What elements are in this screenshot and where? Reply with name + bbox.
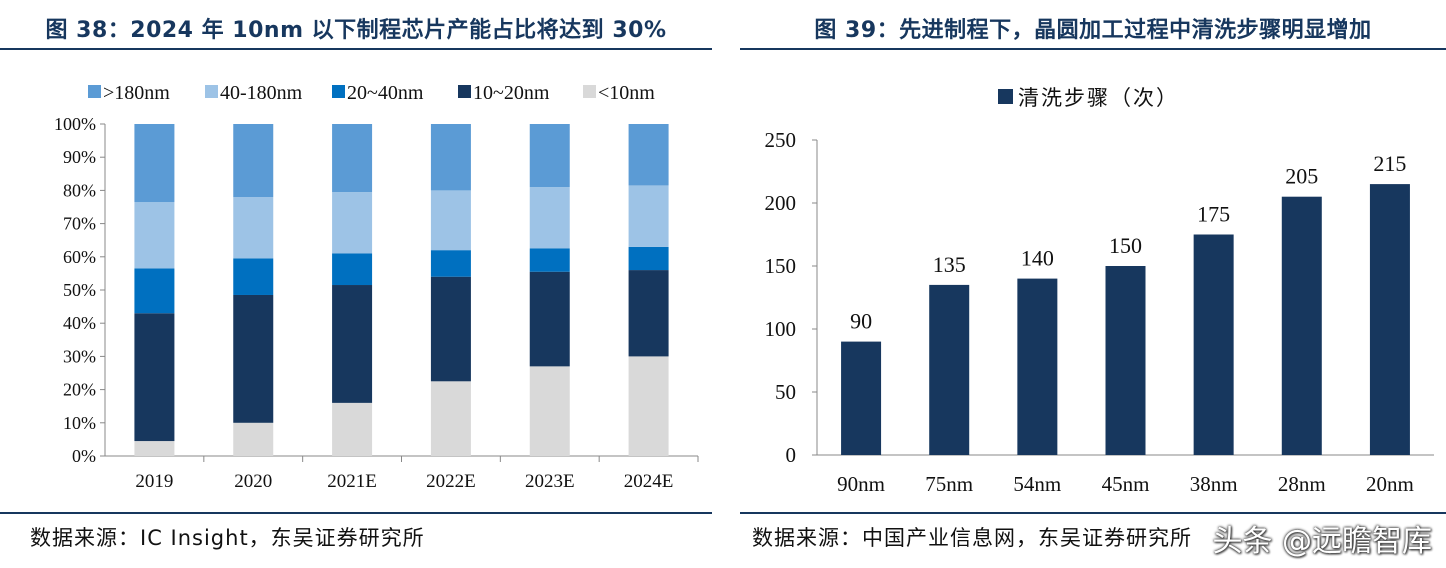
left-x-tick-label: 2021E xyxy=(327,471,377,492)
left-bar-segment-2024E xyxy=(628,246,669,271)
left-stacked-bar-chart: 0% 10% 20% 30% 40% 50% 60% 70% 80% 90% 100% 2019 202… xyxy=(54,82,699,492)
right-x-tick-label: 20nm xyxy=(1366,472,1414,496)
left-bar-segment-2022E xyxy=(430,190,471,251)
right-data-label: 90 xyxy=(850,309,872,334)
left-bar-segment-2024E xyxy=(628,124,669,186)
left-legend-swatch xyxy=(583,85,596,98)
right-bar-90nm xyxy=(841,341,882,455)
left-bar-segment-2020 xyxy=(233,124,274,198)
left-y-tick-label: 80% xyxy=(63,180,96,200)
left-x-tick-label: 2022E xyxy=(426,471,476,492)
right-bar-chart: 0 50 100 150 200 250 90 90nm 135 75nm 140 54nm 150 45… xyxy=(765,86,1434,496)
left-x-tick-label: 2019 xyxy=(135,471,173,492)
right-figure-panel: 图 39：先进制程下，晶圆加工过程中清洗步骤明显增加 0 50 100 150 200 2… xyxy=(740,0,1446,568)
left-bar-segment-2023E xyxy=(529,366,570,456)
left-legend-label: 20~40nm xyxy=(347,82,424,104)
left-bar-segment-2022E xyxy=(430,124,471,191)
left-y-tick-label: 40% xyxy=(63,313,96,333)
right-bar-20nm xyxy=(1369,184,1410,455)
right-bar-38nm xyxy=(1193,234,1234,455)
right-figure-title: 图 39：先进制程下，晶圆加工过程中清洗步骤明显增加 xyxy=(814,18,1372,43)
left-bar-segment-2023E xyxy=(529,124,570,188)
right-x-tick-label: 38nm xyxy=(1190,472,1238,496)
left-y-tick-label: 30% xyxy=(63,346,96,366)
left-bar-segment-2021E xyxy=(332,253,373,286)
left-title-rule xyxy=(0,48,712,50)
left-legend-label: <10nm xyxy=(598,82,655,104)
left-bar-segment-2019 xyxy=(134,313,175,442)
left-figure-panel: 图 38：2024 年 10nm 以下制程芯片产能占比将达到 30% 0% 10%… xyxy=(0,0,712,568)
left-y-tick-label: 20% xyxy=(63,380,96,400)
right-data-label: 135 xyxy=(933,252,966,277)
left-bar-segment-2019 xyxy=(134,202,175,269)
watermark: 头条 @远瞻智库 xyxy=(1212,524,1432,559)
left-bar-segment-2023E xyxy=(529,271,570,367)
left-legend-swatch xyxy=(205,85,218,98)
right-x-tick-label: 45nm xyxy=(1102,472,1150,496)
right-y-tick-label: 200 xyxy=(765,191,797,215)
right-bar-28nm xyxy=(1281,196,1322,455)
right-legend-label: 清洗步骤（次） xyxy=(1018,86,1179,110)
left-y-tick-label: 90% xyxy=(63,147,96,167)
right-x-tick-label: 28nm xyxy=(1278,472,1326,496)
right-title-rule xyxy=(740,48,1446,50)
left-bar-segment-2022E xyxy=(430,276,471,382)
left-bar-segment-2019 xyxy=(134,268,175,314)
left-y-tick-label: 100% xyxy=(54,114,96,134)
right-x-tick-label: 90nm xyxy=(837,472,885,496)
left-legend-label: 10~20nm xyxy=(473,82,550,104)
right-x-tick-label: 54nm xyxy=(1013,472,1061,496)
left-bar-segment-2020 xyxy=(233,258,274,295)
left-y-tick-label: 60% xyxy=(63,247,96,267)
left-legend-swatch xyxy=(88,85,101,98)
left-x-tick-label: 2020 xyxy=(234,471,272,492)
left-bar-segment-2021E xyxy=(332,285,373,403)
left-legend-label: 40-180nm xyxy=(220,82,303,104)
left-bar-segment-2024E xyxy=(628,356,669,456)
left-bar-segment-2024E xyxy=(628,270,669,357)
right-data-label: 205 xyxy=(1285,164,1318,189)
right-source-note: 数据来源：中国产业信息网，东吴证券研究所 xyxy=(752,526,1192,550)
left-bar-segment-2021E xyxy=(332,192,373,254)
left-y-tick-label: 10% xyxy=(63,413,96,433)
left-bar-segment-2020 xyxy=(233,294,274,423)
left-legend-label: >180nm xyxy=(103,82,170,104)
left-bar-segment-2019 xyxy=(134,441,175,456)
right-y-tick-label: 150 xyxy=(765,254,797,278)
left-legend-swatch xyxy=(458,85,471,98)
right-y-tick-label: 0 xyxy=(786,443,797,467)
right-y-tick-label: 50 xyxy=(775,380,796,404)
left-bar-segment-2021E xyxy=(332,402,373,456)
right-data-label: 215 xyxy=(1373,151,1406,176)
left-bar-segment-2022E xyxy=(430,250,471,277)
right-x-tick-label: 75nm xyxy=(925,472,973,496)
left-x-tick-label: 2023E xyxy=(525,471,575,492)
left-bar-segment-2023E xyxy=(529,187,570,249)
left-bar-segment-2019 xyxy=(134,124,175,203)
left-bar-segment-2024E xyxy=(628,185,669,247)
right-data-label: 150 xyxy=(1109,233,1142,258)
right-source-rule xyxy=(740,512,1446,514)
right-y-tick-label: 100 xyxy=(765,317,797,341)
left-bar-segment-2023E xyxy=(529,248,570,272)
left-y-tick-label: 50% xyxy=(63,280,96,300)
left-y-tick-label: 0% xyxy=(72,446,96,466)
right-bar-75nm xyxy=(929,284,970,455)
left-bar-segment-2022E xyxy=(430,381,471,456)
left-source-rule xyxy=(0,512,712,514)
left-bar-segment-2021E xyxy=(332,124,373,193)
right-y-tick-label: 250 xyxy=(765,128,797,152)
left-source-note: 数据来源：IC Insight，东吴证券研究所 xyxy=(30,526,425,550)
right-data-label: 175 xyxy=(1197,202,1230,227)
right-bar-54nm xyxy=(1017,278,1058,455)
right-bar-45nm xyxy=(1105,266,1146,455)
right-legend-swatch xyxy=(998,89,1013,104)
left-bar-segment-2020 xyxy=(233,422,274,456)
left-y-tick-label: 70% xyxy=(63,214,96,234)
left-legend-swatch xyxy=(332,85,345,98)
left-figure-title: 图 38：2024 年 10nm 以下制程芯片产能占比将达到 30% xyxy=(45,18,667,43)
right-data-label: 140 xyxy=(1021,246,1054,271)
left-bar-segment-2020 xyxy=(233,197,274,259)
left-x-tick-label: 2024E xyxy=(624,471,674,492)
